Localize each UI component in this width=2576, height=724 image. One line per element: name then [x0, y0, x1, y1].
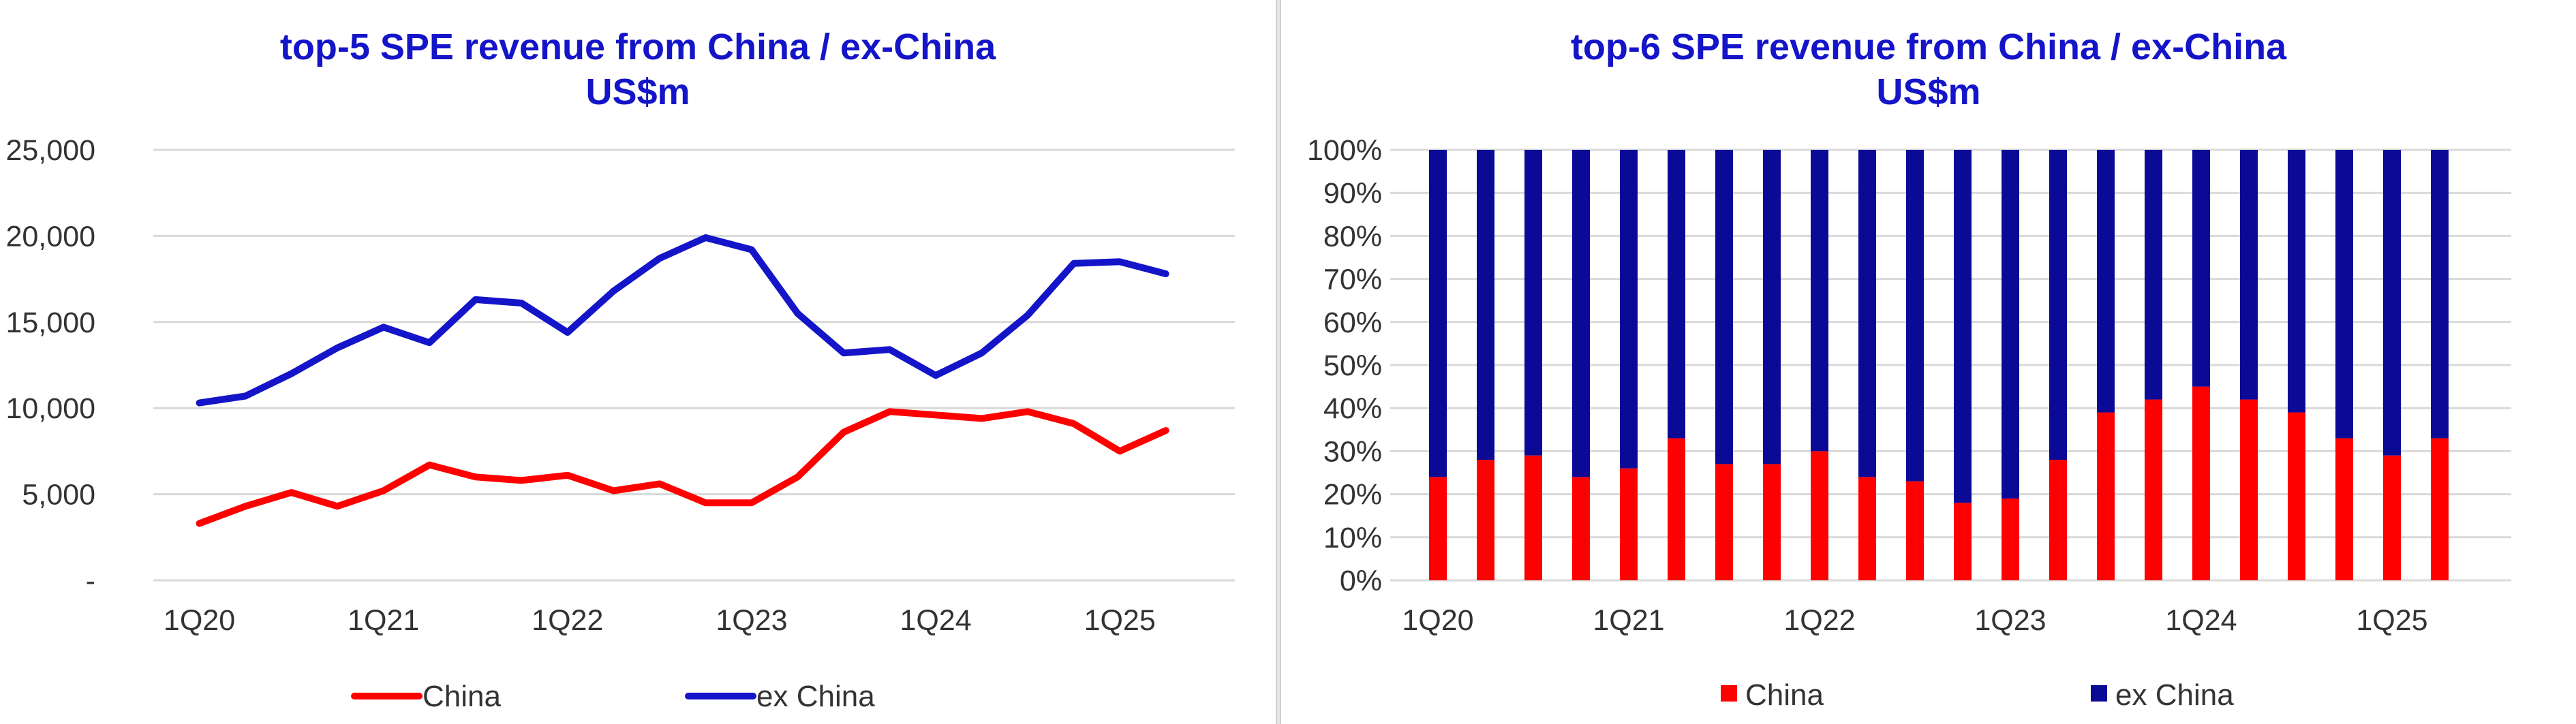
bar-china: [2288, 412, 2305, 580]
bar-china: [1572, 477, 1590, 580]
series-line-ex-china: [196, 234, 1169, 407]
bar-china: [2431, 438, 2449, 580]
bar-ex-china: [2002, 150, 2019, 499]
bar-china: [1620, 468, 1638, 580]
x-tick-label: 1Q24: [2165, 604, 2237, 637]
bar-china: [1429, 477, 1447, 580]
bar-ex-china: [1620, 150, 1638, 469]
x-tick-label: 1Q23: [716, 604, 787, 637]
legend-label: China: [1745, 678, 1824, 712]
y-tick-label: 60%: [1323, 306, 1382, 339]
series-line-china: [196, 408, 1169, 527]
bar-china: [1477, 460, 1494, 580]
line-chart-title: top-5 SPE revenue from China / ex-China …: [0, 25, 1276, 114]
bar-ex-china: [2097, 150, 2115, 413]
bar-ex-china: [2192, 150, 2210, 387]
x-tick-label: 1Q24: [900, 604, 971, 637]
bar-china: [1954, 503, 1972, 580]
bar-ex-china: [1477, 150, 1494, 460]
y-tick-label: 10%: [1323, 522, 1382, 554]
bar-china: [1906, 481, 1924, 580]
x-tick-label: 1Q25: [1084, 604, 1156, 637]
line-chart-svg: - 5,000 10,000 15,000 20,000 25,000 1Q20 1Q21 1Q…: [5, 134, 1235, 713]
legend-swatch: [1721, 685, 1737, 702]
y-tick-label: 30%: [1323, 435, 1382, 468]
bar-ex-china: [1715, 150, 1733, 465]
bar-ex-china: [1858, 150, 1876, 477]
bar-ex-china: [1524, 150, 1542, 456]
line-chart-panel: top-5 SPE revenue from China / ex-China …: [0, 0, 1276, 724]
x-tick-label: 1Q22: [1783, 604, 1855, 637]
bar-ex-china: [2145, 150, 2162, 400]
bar-china: [1811, 451, 1828, 580]
bar-chart-title-text: top-6 SPE revenue from China / ex-China: [1570, 27, 2287, 67]
bar-china: [1858, 477, 1876, 580]
x-tick-label: 1Q23: [1974, 604, 2046, 637]
y-tick-label: 10,000: [5, 392, 95, 425]
bar-ex-china: [1668, 150, 1685, 439]
bar-chart-title: top-6 SPE revenue from China / ex-China …: [1281, 25, 2576, 114]
y-tick-label: 0%: [1340, 565, 1382, 597]
bar-china: [2335, 438, 2353, 580]
y-tick-label: 20,000: [5, 220, 95, 253]
bar-china: [2240, 399, 2258, 580]
bar-china: [2145, 399, 2162, 580]
y-tick-label: 100%: [1307, 134, 1382, 167]
bar-china: [2097, 412, 2115, 580]
x-tick-label: 1Q21: [348, 604, 419, 637]
stacked-bar-chart-svg: 0% 10% 20% 30% 40% 50% 60% 70% 80% 90% 100% 1Q20 1Q2…: [1307, 134, 2511, 712]
x-tick-label: 1Q20: [164, 604, 235, 637]
panel-divider: [1276, 0, 1281, 724]
bar-ex-china: [2049, 150, 2067, 460]
x-tick-label: 1Q25: [2356, 604, 2427, 637]
legend-label: ex China: [756, 680, 875, 713]
bar-ex-china: [1572, 150, 1590, 477]
bar-ex-china: [2383, 150, 2401, 456]
stacked-bar-chart-panel: top-6 SPE revenue from China / ex-China …: [1281, 0, 2576, 724]
bar-chart-subtitle: US$m: [1876, 72, 1981, 112]
y-tick-label: 5,000: [22, 479, 95, 511]
bar-ex-china: [2288, 150, 2305, 413]
y-tick-label: 20%: [1323, 479, 1382, 511]
bar-ex-china: [1429, 150, 1447, 477]
bar-ex-china: [1811, 150, 1828, 452]
y-tick-label: 80%: [1323, 220, 1382, 253]
bar-china: [1763, 464, 1781, 580]
bar-china: [1524, 455, 1542, 580]
legend-swatch: [2091, 685, 2107, 702]
x-tick-label: 1Q21: [1593, 604, 1664, 637]
bar-china: [2002, 498, 2019, 580]
bar-china: [1715, 464, 1733, 580]
line-chart-title-text: top-5 SPE revenue from China / ex-China: [279, 27, 996, 67]
line-chart-subtitle: US$m: [585, 72, 690, 112]
y-tick-label: 70%: [1323, 264, 1382, 296]
x-tick-label: 1Q20: [1402, 604, 1473, 637]
bar-ex-china: [2335, 150, 2353, 439]
bar-china: [2383, 455, 2401, 580]
y-tick-label: 15,000: [5, 306, 95, 339]
bar-china: [1668, 438, 1685, 580]
y-tick-label: 25,000: [5, 134, 95, 167]
legend-label: China: [423, 680, 501, 713]
bar-ex-china: [2240, 150, 2258, 400]
y-tick-label: 40%: [1323, 392, 1382, 425]
y-tick-label: 90%: [1323, 177, 1382, 210]
legend-label: ex China: [2115, 678, 2234, 712]
y-tick-label: 50%: [1323, 349, 1382, 382]
bar-ex-china: [1954, 150, 1972, 503]
bar-ex-china: [1763, 150, 1781, 465]
bar-china: [2049, 460, 2067, 580]
bar-ex-china: [1906, 150, 1924, 482]
bar-ex-china: [2431, 150, 2449, 439]
y-tick-label: -: [86, 565, 95, 597]
bar-china: [2192, 386, 2210, 580]
x-tick-label: 1Q22: [532, 604, 603, 637]
